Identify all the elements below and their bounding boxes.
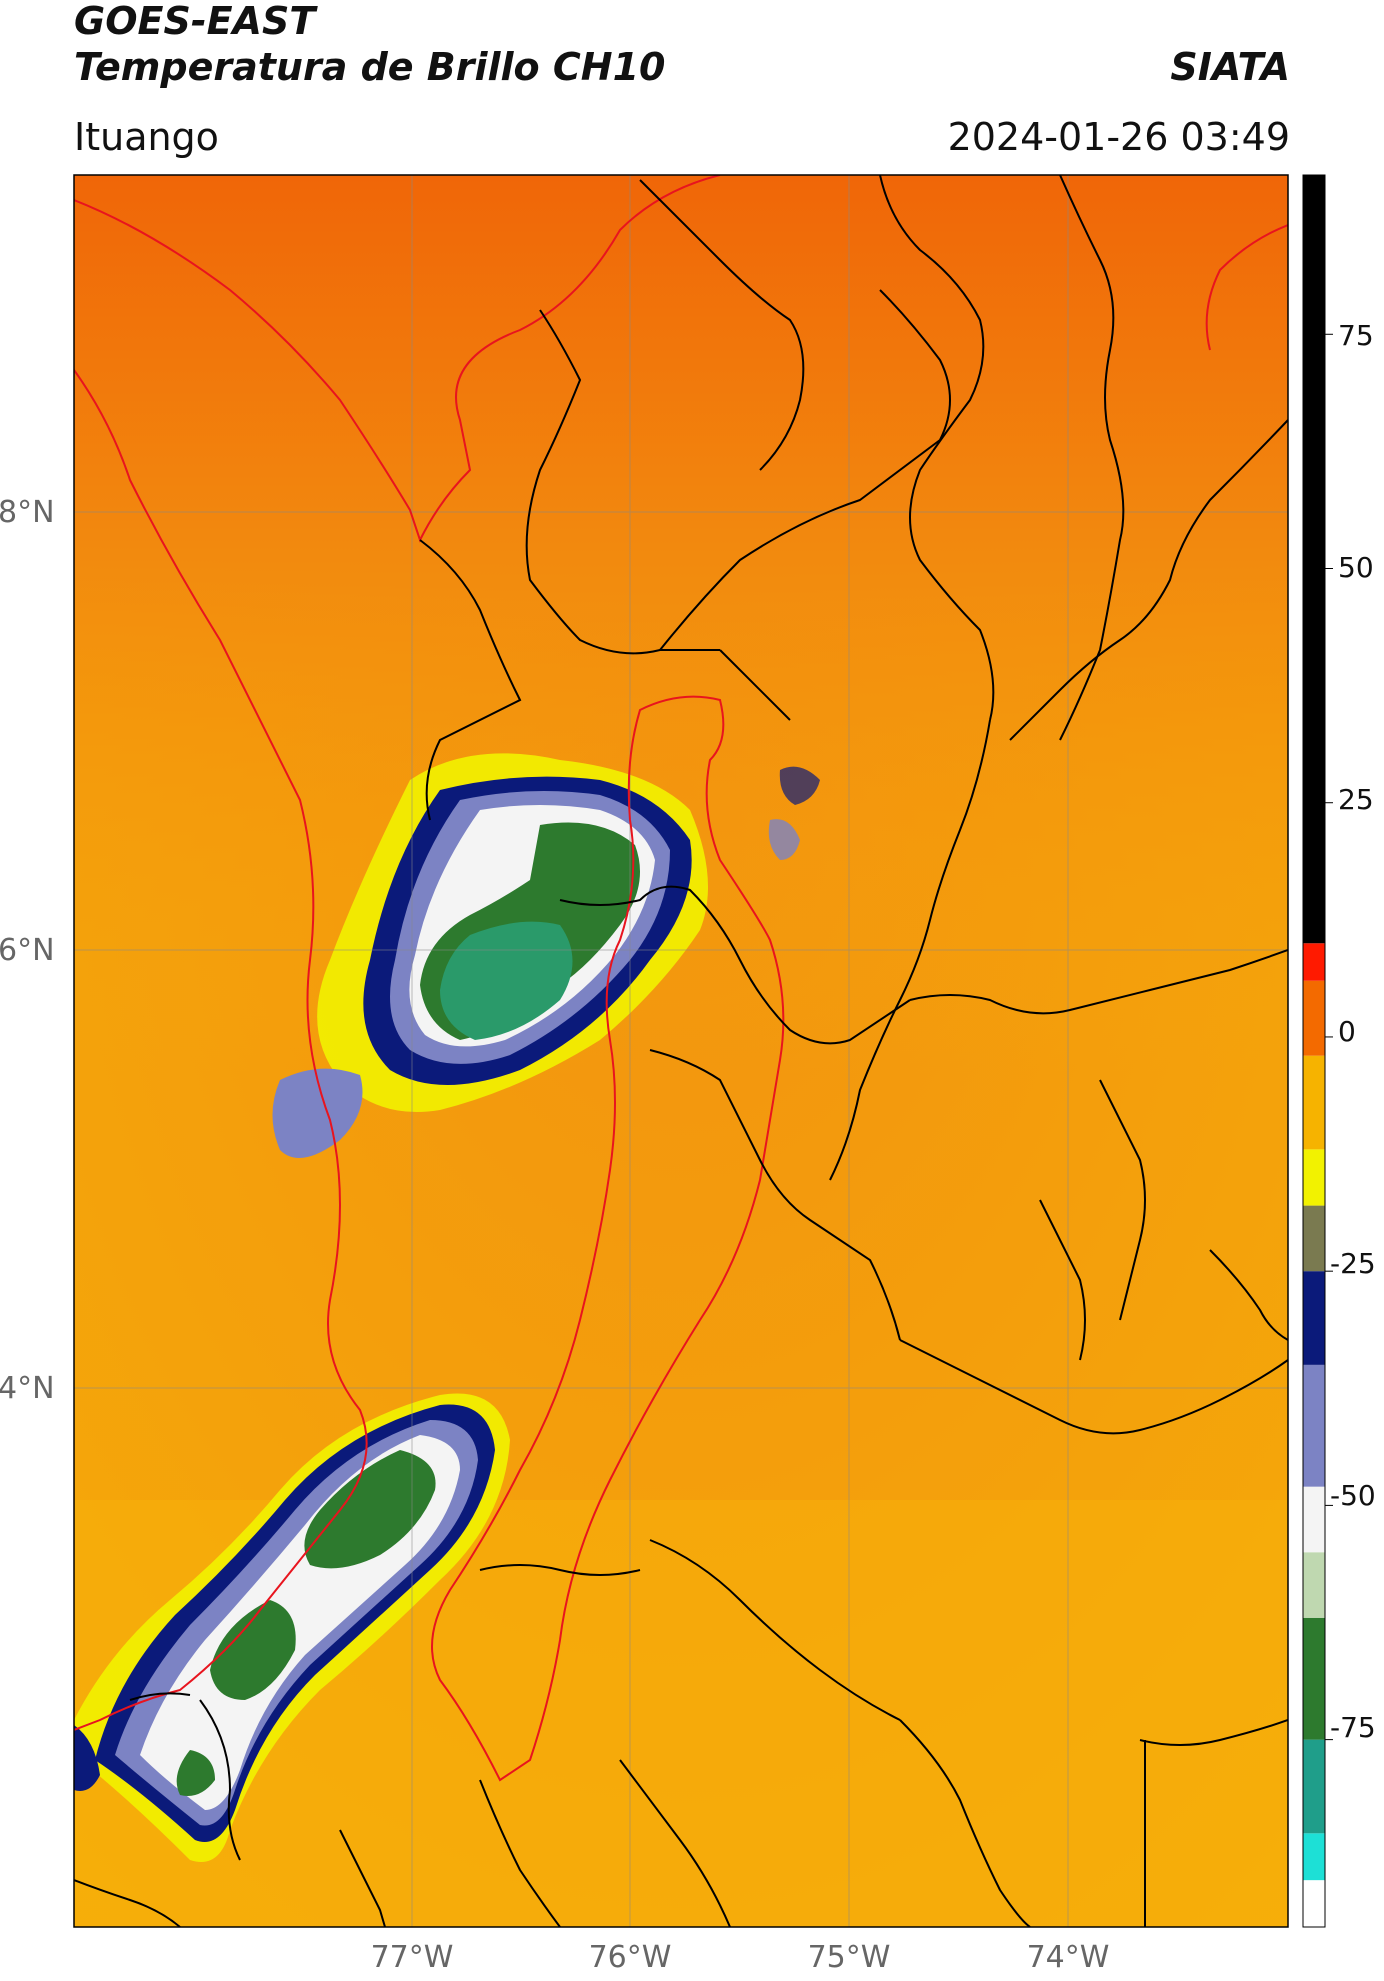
colorbar-ticks bbox=[1325, 333, 1333, 1741]
lon-label-74w: 74°W bbox=[1026, 1940, 1110, 1975]
colorbar-segment bbox=[1303, 1486, 1325, 1553]
colorbar-label-50: 50 bbox=[1338, 551, 1374, 584]
colorbar-label-0: 0 bbox=[1338, 1015, 1356, 1048]
colorbar-segment bbox=[1303, 1880, 1325, 1927]
colorbar-segment bbox=[1303, 1552, 1325, 1618]
lon-label-75w: 75°W bbox=[807, 1940, 891, 1975]
map-frame bbox=[73, 174, 1289, 1928]
colorbar-label-minus50: -50 bbox=[1330, 1479, 1376, 1512]
colorbar-segment bbox=[1303, 175, 1325, 944]
colorbar bbox=[1303, 175, 1325, 1927]
colorbar-label-minus25: -25 bbox=[1330, 1247, 1376, 1280]
colorbar-segment bbox=[1303, 943, 1325, 981]
colorbar-segment bbox=[1303, 1271, 1325, 1365]
satellite-title: GOES-EAST bbox=[74, 0, 316, 43]
cloud-cluster-north bbox=[272, 753, 820, 1158]
colorbar-frame bbox=[1302, 174, 1326, 1928]
coastline-and-basin bbox=[74, 175, 1288, 1782]
lat-label-6n: 6°N bbox=[0, 933, 55, 968]
agency-label: SIATA bbox=[1170, 45, 1290, 89]
colorbar-segment bbox=[1303, 1205, 1325, 1272]
product-title: Temperatura de Brillo CH10 bbox=[74, 45, 666, 89]
colorbar-segment bbox=[1303, 1617, 1325, 1740]
colorbar-label-75: 75 bbox=[1338, 319, 1374, 352]
region-label: Ituango bbox=[74, 115, 219, 159]
lon-label-76w: 76°W bbox=[588, 1940, 672, 1975]
gridlines bbox=[74, 175, 1288, 1927]
colorbar-segment bbox=[1303, 1739, 1325, 1834]
datetime-label: 2024-01-26 03:49 bbox=[947, 115, 1290, 159]
lat-label-4n: 4°N bbox=[0, 1371, 55, 1406]
colorbar-segment bbox=[1303, 1149, 1325, 1206]
lat-label-8n: 8°N bbox=[0, 495, 55, 530]
colorbar-label-minus75: -75 bbox=[1330, 1711, 1376, 1744]
colorbar-label-25: 25 bbox=[1338, 783, 1374, 816]
map-area bbox=[74, 175, 1288, 1927]
cloud-band-south bbox=[74, 1393, 510, 1862]
colorbar-segment bbox=[1303, 1833, 1325, 1881]
lon-label-77w: 77°W bbox=[370, 1940, 454, 1975]
colorbar-segment bbox=[1303, 1055, 1325, 1150]
colorbar-segment bbox=[1303, 980, 1325, 1056]
admin-borders bbox=[74, 175, 1288, 1927]
colorbar-segment bbox=[1303, 1364, 1325, 1487]
